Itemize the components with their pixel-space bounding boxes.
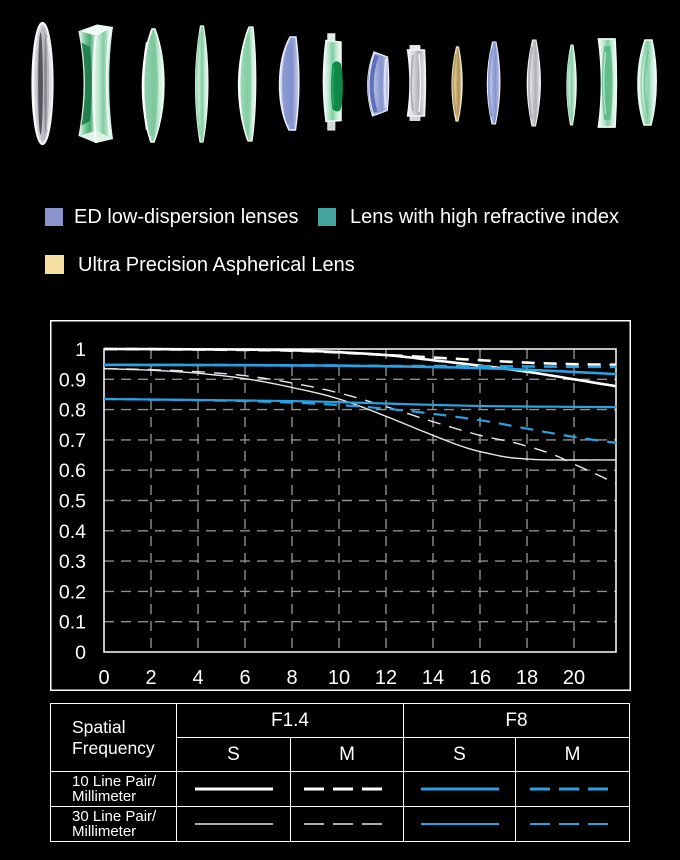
svg-text:0.1: 0.1 bbox=[59, 612, 86, 634]
svg-text:0.7: 0.7 bbox=[59, 430, 86, 452]
svg-text:2: 2 bbox=[145, 667, 156, 689]
svg-text:1: 1 bbox=[75, 339, 86, 361]
svg-text:8: 8 bbox=[286, 667, 297, 689]
svg-text:12: 12 bbox=[375, 667, 397, 689]
svg-text:0.2: 0.2 bbox=[59, 581, 86, 603]
svg-text:10: 10 bbox=[328, 667, 350, 689]
svg-text:4: 4 bbox=[192, 667, 203, 689]
svg-text:0.9: 0.9 bbox=[59, 369, 86, 391]
svg-text:0: 0 bbox=[98, 667, 109, 689]
svg-text:0: 0 bbox=[75, 642, 86, 664]
svg-text:0.8: 0.8 bbox=[59, 400, 86, 422]
svg-text:6: 6 bbox=[239, 667, 250, 689]
svg-text:14: 14 bbox=[422, 667, 444, 689]
svg-text:0.6: 0.6 bbox=[59, 460, 86, 482]
svg-text:18: 18 bbox=[516, 667, 538, 689]
svg-text:16: 16 bbox=[469, 667, 491, 689]
svg-text:0.3: 0.3 bbox=[59, 551, 86, 573]
svg-text:20: 20 bbox=[563, 667, 585, 689]
svg-text:0.5: 0.5 bbox=[59, 491, 86, 513]
svg-text:0.4: 0.4 bbox=[59, 521, 86, 543]
